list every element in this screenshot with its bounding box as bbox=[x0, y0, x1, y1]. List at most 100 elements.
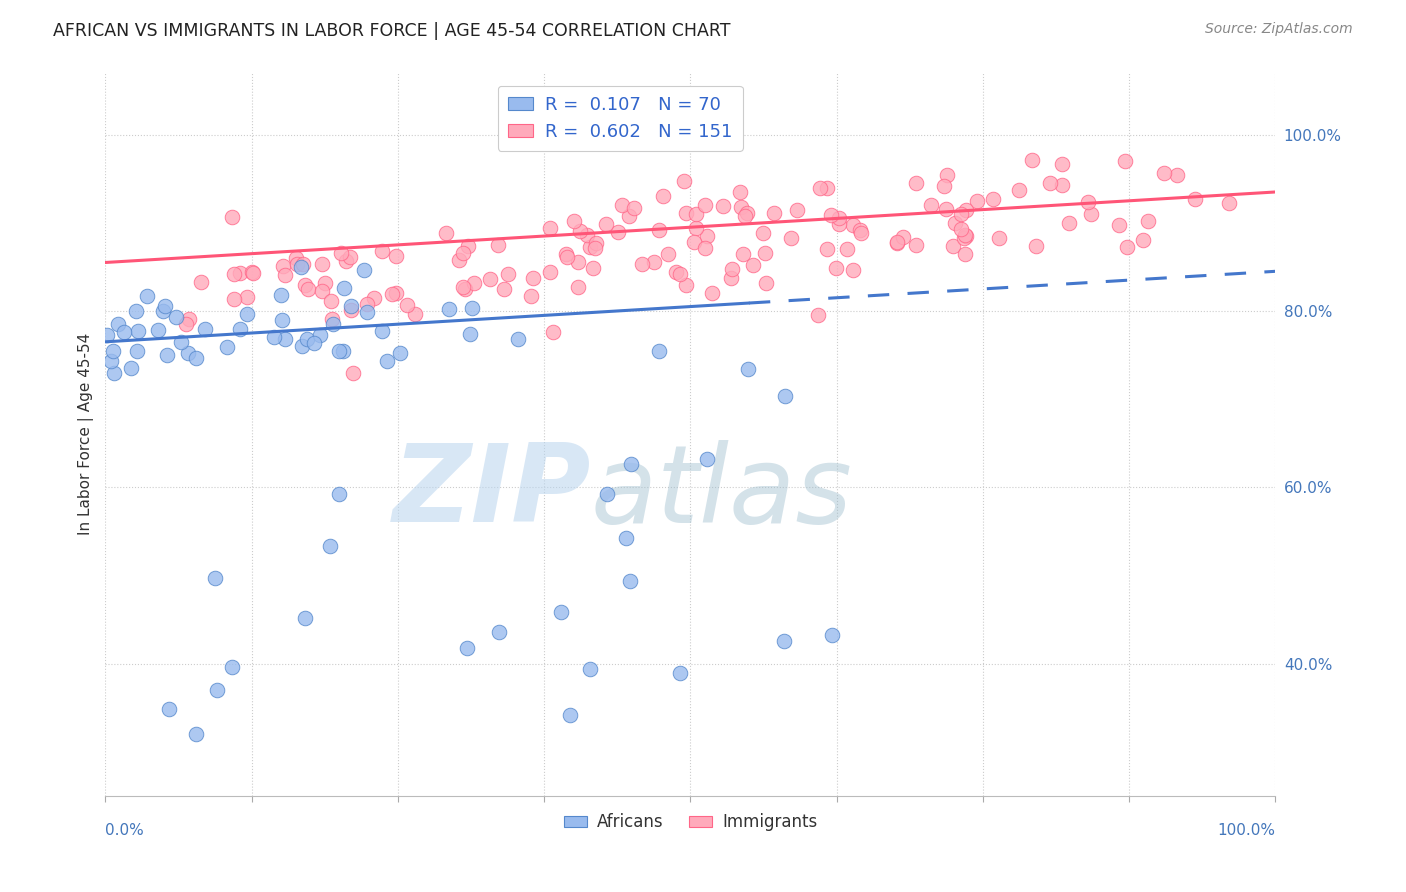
Point bbox=[943, 216, 966, 230]
Point bbox=[112, 325, 135, 339]
Point bbox=[221, 659, 243, 673]
Point bbox=[734, 210, 756, 224]
Y-axis label: In Labor Force | Age 45-54: In Labor Force | Age 45-54 bbox=[79, 334, 94, 535]
Point bbox=[103, 366, 125, 380]
Point bbox=[981, 193, 1004, 207]
Point bbox=[107, 317, 129, 331]
Point bbox=[648, 344, 671, 359]
Point bbox=[229, 321, 252, 335]
Point bbox=[314, 277, 336, 291]
Point bbox=[177, 346, 200, 360]
Point bbox=[371, 324, 394, 338]
Point bbox=[335, 253, 357, 268]
Point bbox=[284, 252, 307, 266]
Point bbox=[120, 361, 142, 376]
Point bbox=[675, 206, 697, 220]
Point bbox=[479, 271, 502, 285]
Point bbox=[96, 327, 118, 342]
Point bbox=[595, 217, 617, 231]
Point bbox=[319, 294, 342, 309]
Point bbox=[1025, 239, 1047, 253]
Point bbox=[375, 354, 398, 368]
Point bbox=[454, 282, 477, 296]
Point bbox=[815, 181, 838, 195]
Point bbox=[920, 198, 942, 212]
Point bbox=[886, 235, 908, 250]
Point bbox=[733, 247, 755, 261]
Point bbox=[1166, 169, 1188, 183]
Point bbox=[319, 539, 342, 553]
Point bbox=[623, 201, 645, 215]
Point bbox=[568, 224, 591, 238]
Point bbox=[562, 214, 585, 228]
Point bbox=[808, 181, 831, 195]
Point bbox=[451, 280, 474, 294]
Point bbox=[329, 246, 352, 260]
Point bbox=[339, 302, 361, 317]
Point bbox=[711, 199, 734, 213]
Point bbox=[567, 280, 589, 294]
Point bbox=[904, 176, 927, 190]
Point bbox=[1184, 192, 1206, 206]
Point bbox=[730, 200, 752, 214]
Point bbox=[1108, 219, 1130, 233]
Point bbox=[848, 223, 870, 237]
Point bbox=[221, 210, 243, 224]
Point bbox=[295, 332, 318, 346]
Point bbox=[558, 707, 581, 722]
Point bbox=[668, 267, 690, 281]
Point bbox=[696, 452, 718, 467]
Point bbox=[754, 245, 776, 260]
Point bbox=[942, 239, 965, 253]
Point bbox=[1114, 154, 1136, 169]
Point bbox=[453, 245, 475, 260]
Point bbox=[155, 299, 177, 313]
Text: AFRICAN VS IMMIGRANTS IN LABOR FORCE | AGE 45-54 CORRELATION CHART: AFRICAN VS IMMIGRANTS IN LABOR FORCE | A… bbox=[53, 22, 731, 40]
Point bbox=[849, 227, 872, 241]
Point bbox=[263, 330, 285, 344]
Point bbox=[456, 641, 478, 656]
Point bbox=[773, 634, 796, 648]
Point bbox=[204, 570, 226, 584]
Point bbox=[1116, 240, 1139, 254]
Point bbox=[1007, 183, 1029, 197]
Point bbox=[146, 323, 169, 337]
Point bbox=[190, 276, 212, 290]
Point bbox=[356, 297, 378, 311]
Point bbox=[457, 239, 479, 253]
Point bbox=[668, 665, 690, 680]
Point bbox=[949, 207, 972, 221]
Point bbox=[955, 247, 977, 261]
Point bbox=[685, 221, 707, 235]
Point bbox=[309, 327, 332, 342]
Point bbox=[720, 271, 742, 285]
Point bbox=[496, 267, 519, 281]
Point bbox=[384, 286, 406, 301]
Point bbox=[136, 289, 159, 303]
Point bbox=[541, 325, 564, 339]
Point bbox=[579, 662, 602, 676]
Point bbox=[240, 265, 263, 279]
Point bbox=[682, 235, 704, 249]
Point bbox=[1050, 157, 1073, 171]
Point bbox=[157, 702, 180, 716]
Point bbox=[596, 487, 619, 501]
Point bbox=[886, 235, 908, 250]
Point bbox=[152, 304, 174, 318]
Text: Source: ZipAtlas.com: Source: ZipAtlas.com bbox=[1205, 22, 1353, 37]
Point bbox=[583, 241, 606, 255]
Point bbox=[236, 290, 259, 304]
Point bbox=[302, 336, 325, 351]
Point bbox=[825, 260, 848, 275]
Point bbox=[835, 242, 858, 256]
Point bbox=[1132, 233, 1154, 247]
Text: 0.0%: 0.0% bbox=[105, 823, 145, 838]
Text: atlas: atlas bbox=[591, 440, 853, 545]
Point bbox=[648, 223, 671, 237]
Point bbox=[228, 266, 250, 280]
Point bbox=[606, 225, 628, 239]
Point bbox=[371, 244, 394, 258]
Point bbox=[619, 574, 641, 588]
Point bbox=[540, 221, 562, 235]
Point bbox=[752, 227, 775, 241]
